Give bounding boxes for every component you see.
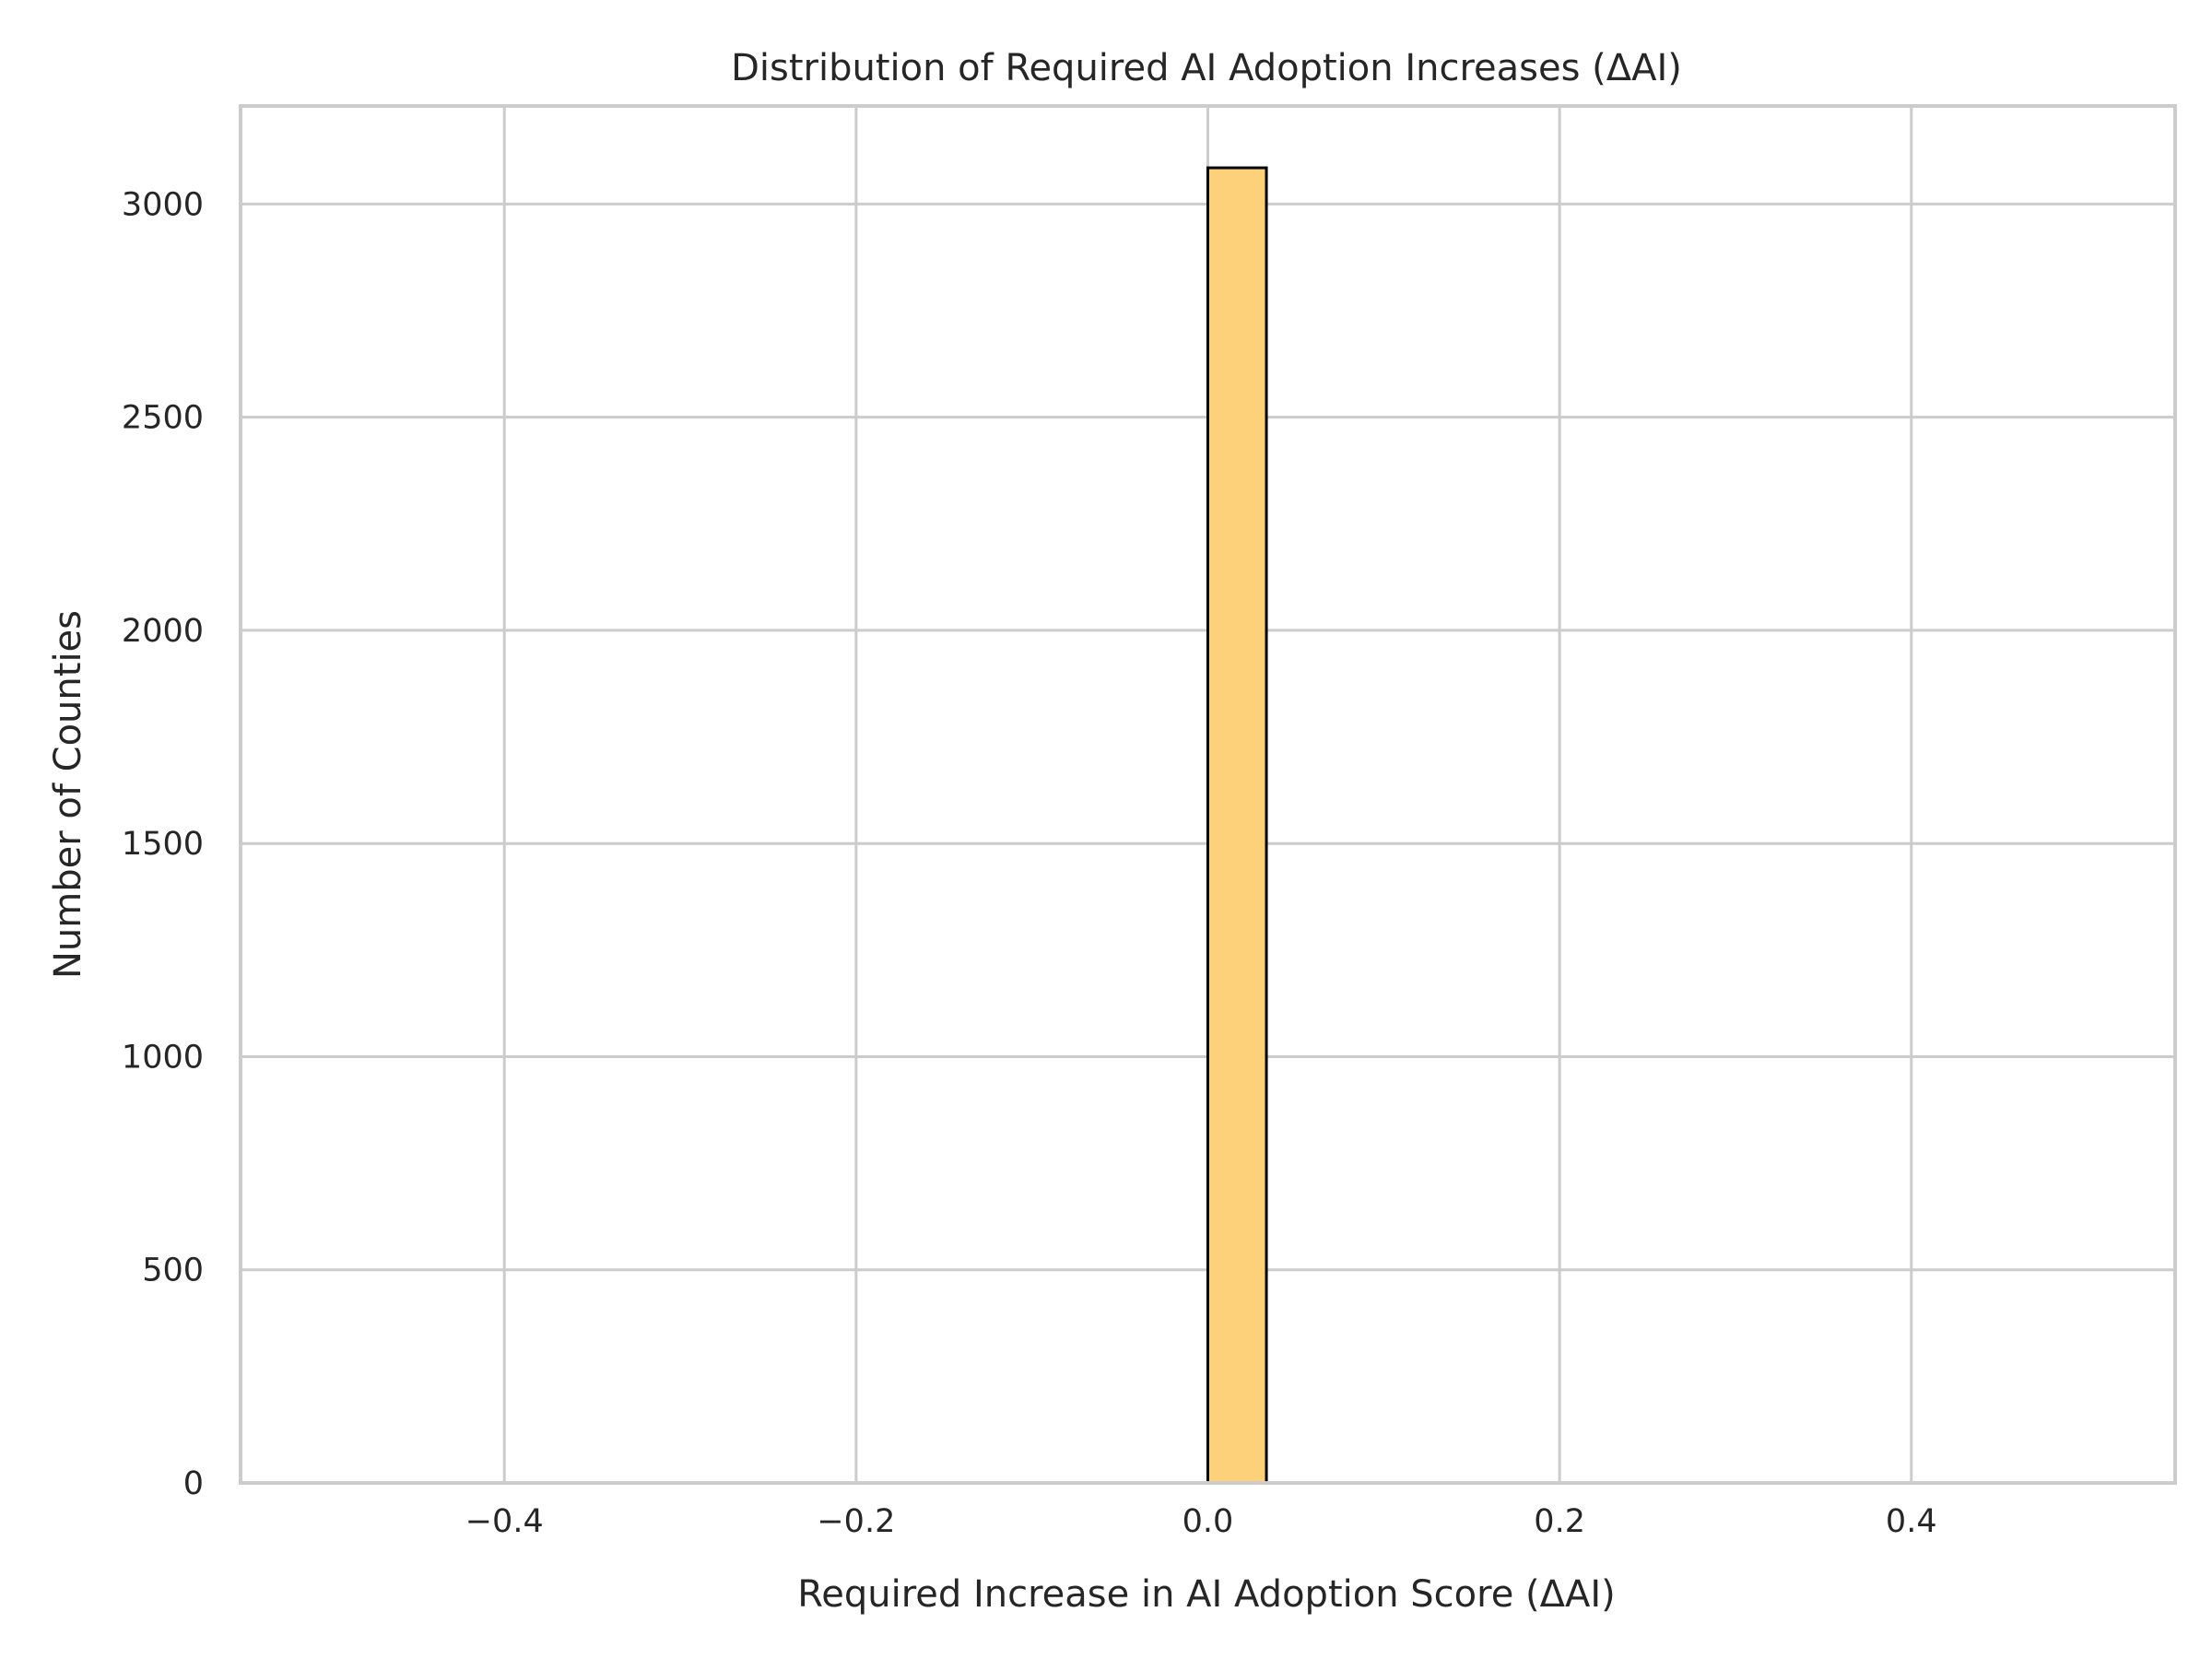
y-tick-label: 3000 <box>122 186 204 223</box>
y-tick-label: 2500 <box>122 400 204 437</box>
x-tick-label: −0.2 <box>817 1503 895 1540</box>
y-tick-label: 1500 <box>122 826 204 863</box>
x-tick-label: 0.2 <box>1534 1503 1585 1540</box>
y-tick-label: 2000 <box>122 613 204 650</box>
plot-frame <box>239 104 2177 1485</box>
y-tick-label: 500 <box>142 1253 204 1289</box>
y-tick-label: 0 <box>183 1465 204 1502</box>
x-tick-label: −0.4 <box>465 1503 544 1540</box>
x-tick-label: 0.4 <box>1886 1503 1937 1540</box>
histogram-bar <box>1206 166 1268 1485</box>
x-tick-label: 0.0 <box>1182 1503 1234 1540</box>
chart-title: Distribution of Required AI Adoption Inc… <box>731 47 1682 89</box>
x-axis-label: Required Increase in AI Adoption Score (… <box>797 1573 1616 1616</box>
tick-layer: −0.4 −0.2 0.0 0.2 0.4 0 500 1000 1500 2000 2500 300… <box>122 186 1937 1540</box>
y-tick-label: 1000 <box>122 1039 204 1076</box>
bar-layer <box>1206 166 1268 1485</box>
y-axis-label: Number of Counties <box>47 610 89 979</box>
